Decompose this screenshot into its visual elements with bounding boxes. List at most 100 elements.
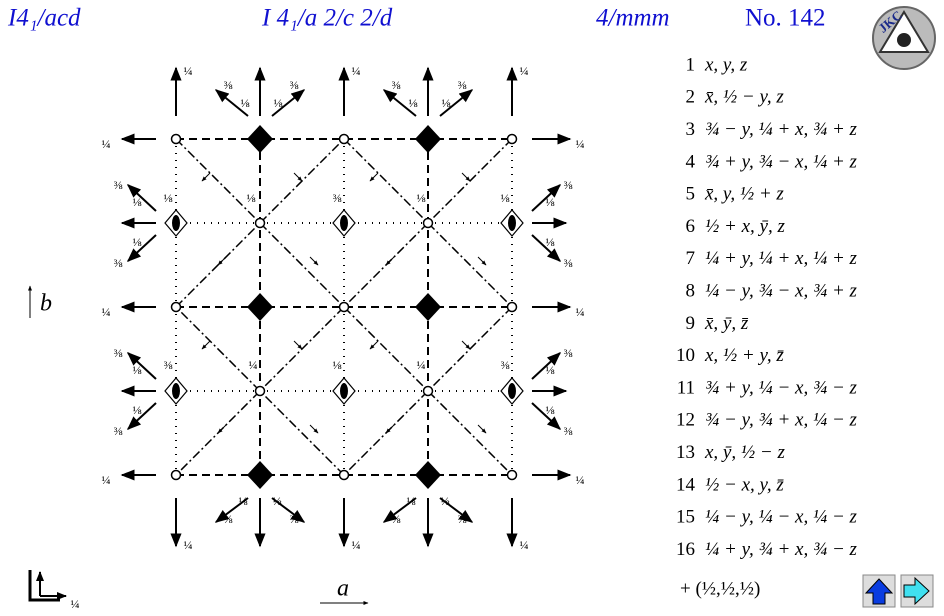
twofold-axis (508, 215, 516, 231)
axis-arrow (214, 89, 249, 117)
height-label: ⅜ (114, 346, 123, 360)
height-label: ⅜ (564, 178, 573, 192)
axis-arrow (382, 89, 417, 117)
point-group: 4/mmm (596, 5, 670, 32)
axis-arrow (531, 184, 562, 212)
glide-line (175, 138, 345, 308)
height-label: ⅛ (133, 235, 142, 249)
inversion-centre (170, 133, 182, 145)
height-label: ⅜ (564, 424, 573, 438)
four-bar-axis (415, 293, 441, 321)
glide-arrow (293, 340, 303, 350)
up-button[interactable] (862, 574, 896, 608)
height-label: ⅜ (392, 512, 401, 526)
height-label: ¼ (184, 538, 193, 552)
height-label: ⅛ (546, 195, 555, 209)
axis-arrow (271, 497, 306, 523)
inversion-centre (506, 133, 518, 145)
height-label: ⅜ (458, 78, 467, 92)
height-label: ⅛ (164, 191, 173, 205)
op-number: 6 (686, 216, 696, 237)
op-number: 2 (686, 87, 696, 108)
glide-arrow (217, 256, 227, 266)
axis-arrow (126, 402, 157, 430)
four-bar-axis (415, 125, 441, 153)
op-coordinates: x, ȳ, ½ − z (704, 442, 785, 463)
height-label: ⅛ (133, 403, 142, 417)
op-coordinates: x̄, ȳ, z̄ (704, 313, 749, 334)
axis-b-label: b (40, 291, 52, 317)
height-label: ¼ (352, 64, 361, 78)
height-label: ⅜ (392, 78, 401, 92)
height-label: ¼ (102, 473, 111, 487)
group-number: No. 142 (745, 5, 826, 32)
inversion-centre (170, 301, 182, 313)
glide-arrow (385, 424, 395, 434)
glide-arrow (461, 172, 471, 182)
height-label: ⅛ (333, 358, 342, 372)
op-number: 3 (686, 119, 696, 140)
op-coordinates: ¼ − y, ¼ − x, ¼ − z (705, 507, 858, 528)
glide-line (175, 138, 513, 476)
height-label: ⅛ (441, 494, 450, 508)
axis-arrow (126, 352, 157, 380)
height-label: ¼ (417, 358, 426, 372)
logo: JKC (872, 6, 936, 70)
height-label: ¼ (576, 473, 585, 487)
inversion-centre (338, 469, 350, 481)
height-label: ⅜ (114, 256, 123, 270)
axis-arrow (126, 234, 157, 262)
axis-arrow (531, 234, 562, 262)
glide-arrow (217, 424, 227, 434)
glide-arrow (369, 340, 379, 350)
inversion-centre (338, 301, 350, 313)
axis-arrow (531, 402, 562, 430)
next-button[interactable] (900, 574, 934, 608)
height-label: ⅜ (290, 78, 299, 92)
glide-line (343, 306, 513, 476)
full-symbol: I 4₁/a 2/c 2/d (261, 5, 393, 32)
height-label: ⅛ (241, 96, 250, 110)
coordinate-list: 1 x, y, z 2 x̄, ½ − y, z 3 ¾ − y, ¼ + x, ¾ + … (676, 54, 858, 560)
height-label: ⅜ (224, 512, 233, 526)
height-label: ⅛ (273, 494, 282, 508)
op-number: 14 (676, 474, 696, 495)
inversion-centre (422, 217, 434, 229)
height-label: ⅜ (114, 424, 123, 438)
op-coordinates: ¾ + y, ¾ − x, ¼ + z (705, 151, 858, 172)
height-label: ⅛ (407, 494, 416, 508)
origin-icon (28, 570, 60, 602)
four-bar-axis (247, 125, 273, 153)
op-number: 8 (686, 280, 696, 301)
op-coordinates: ¼ + y, ¾ + x, ¾ − z (705, 539, 858, 560)
glide-arrow (461, 340, 471, 350)
op-number: 7 (686, 248, 696, 269)
inversion-centre (338, 133, 350, 145)
height-label: ¼ (102, 305, 111, 319)
op-coordinates: ¾ − y, ¼ + x, ¾ + z (705, 119, 858, 140)
height-label: ⅜ (224, 78, 233, 92)
height-label: ⅛ (247, 191, 256, 205)
glide-arrow (293, 172, 303, 182)
glide-line (175, 138, 513, 476)
centering: + (½,½,½) (680, 578, 760, 599)
height-label: ⅜ (164, 358, 173, 372)
glide-arrow (309, 256, 319, 266)
axis-arrow (126, 184, 157, 212)
twofold-axis (508, 383, 516, 399)
op-coordinates: x, y, z (704, 54, 748, 75)
op-coordinates: ¼ − y, ¾ − x, ¾ + z (705, 280, 858, 301)
height-label: ⅜ (501, 358, 510, 372)
op-number: 4 (686, 151, 696, 172)
op-coordinates: x, ½ + y, z̄ (704, 345, 784, 366)
height-label: ⅛ (239, 494, 248, 508)
glide-arrow (385, 256, 395, 266)
axis-arrow (271, 89, 306, 117)
height-label: ⅛ (417, 191, 426, 205)
height-label: ¼ (352, 538, 361, 552)
origin-height: ¼ (71, 597, 80, 611)
height-label: ⅛ (409, 96, 418, 110)
inversion-centre (254, 385, 266, 397)
